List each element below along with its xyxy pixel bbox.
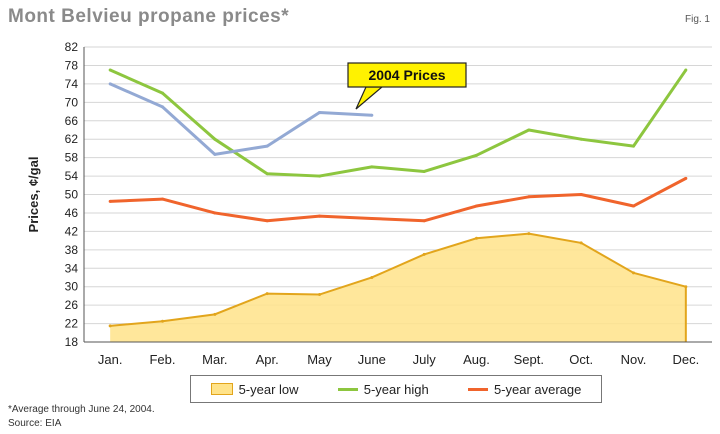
point-5-year-high	[213, 137, 217, 141]
y-tick-label: 74	[65, 77, 79, 91]
x-tick-label: Oct.	[569, 352, 593, 367]
point-5-year-average	[475, 204, 478, 208]
y-tick-label: 58	[65, 151, 79, 165]
point-2004-prices	[108, 82, 112, 86]
point-5-year-low	[318, 293, 321, 297]
point-2004-prices	[318, 110, 321, 114]
line-5-year-low	[110, 232, 687, 327]
point-5-year-average	[422, 219, 426, 223]
point-5-year-low	[475, 236, 478, 240]
point-2004-prices	[213, 152, 217, 156]
legend-swatch-average	[467, 387, 488, 391]
point-5-year-high	[527, 128, 531, 132]
point-5-year-high	[265, 172, 269, 176]
legend-item-low: 5-year low	[210, 381, 299, 397]
source-note: Source: EIA	[8, 418, 62, 429]
y-tick-label: 18	[65, 335, 79, 349]
footnote: *Average through June 24, 2004.	[8, 404, 155, 415]
point-5-year-high	[632, 144, 635, 148]
point-5-year-average	[632, 204, 635, 208]
point-5-year-high	[579, 137, 583, 141]
point-5-year-low	[265, 292, 269, 296]
point-5-year-high	[422, 169, 426, 173]
line-5-year-high	[109, 68, 688, 178]
figure-label: Fig. 1	[684, 14, 710, 25]
point-5-year-average	[265, 219, 269, 223]
point-5-year-average	[213, 211, 217, 215]
point-5-year-low	[370, 275, 374, 279]
point-5-year-average	[108, 199, 112, 203]
point-5-year-average	[527, 195, 531, 199]
legend-label-high: 5-year high	[363, 381, 429, 397]
point-5-year-low	[108, 324, 112, 328]
legend-label-low: 5-year low	[238, 381, 299, 397]
point-5-year-high	[475, 153, 478, 157]
point-5-year-low	[161, 319, 164, 323]
chart-legend: 5-year low 5-year high 5-year average	[190, 375, 602, 403]
y-tick-label: 26	[65, 298, 79, 312]
point-5-year-average	[318, 214, 321, 218]
x-tick-label: Dec.	[672, 352, 699, 367]
y-tick-label: 78	[65, 58, 79, 72]
x-tick-label: Mar.	[202, 352, 227, 367]
x-tick-label: Jan.	[98, 352, 123, 367]
point-2004-prices	[161, 105, 164, 109]
x-tick-label: Sept.	[514, 352, 544, 367]
point-5-year-average	[370, 216, 374, 220]
legend-swatch-low	[210, 383, 233, 395]
point-5-year-low	[527, 232, 531, 236]
x-tick-label: June	[358, 352, 386, 367]
x-tick-label: July	[413, 352, 437, 367]
y-tick-label: 82	[65, 40, 79, 54]
line-5-year-average	[110, 177, 687, 223]
point-5-year-high	[318, 174, 321, 178]
callout-label: 2004 Prices	[368, 67, 445, 83]
point-5-year-average	[684, 176, 688, 180]
point-2004-prices	[370, 113, 374, 117]
point-5-year-high	[161, 91, 164, 95]
y-tick-label: 70	[65, 95, 79, 109]
point-5-year-low	[632, 271, 635, 275]
y-tick-label: 34	[65, 261, 79, 275]
line-2004-prices	[109, 82, 372, 156]
y-tick-label: 62	[65, 132, 79, 146]
y-tick-label: 42	[65, 224, 79, 238]
legend-swatch-high	[337, 387, 358, 391]
x-tick-label: Apr.	[256, 352, 279, 367]
x-tick-label: Feb.	[149, 352, 175, 367]
y-tick-label: 50	[65, 188, 79, 202]
legend-label-average: 5-year average	[493, 381, 582, 397]
point-5-year-average	[579, 193, 583, 196]
point-2004-prices	[265, 144, 269, 148]
x-tick-label: May	[307, 352, 332, 367]
legend-item-average: 5-year average	[467, 381, 582, 397]
y-tick-label: 46	[65, 206, 79, 220]
y-tick-label: 30	[65, 280, 79, 294]
point-5-year-high	[684, 68, 688, 72]
x-tick-label: Aug.	[463, 352, 490, 367]
chart-title: Mont Belvieu propane prices*	[8, 6, 290, 27]
legend-item-high: 5-year high	[337, 381, 429, 397]
y-tick-label: 22	[65, 317, 79, 331]
x-tick-label: Nov.	[621, 352, 647, 367]
point-5-year-low	[213, 312, 217, 316]
point-5-year-average	[161, 197, 164, 201]
point-5-year-high	[370, 165, 374, 169]
y-tick-label: 38	[65, 243, 79, 257]
point-5-year-low	[684, 285, 688, 289]
point-5-year-low	[422, 252, 426, 256]
y-tick-label: 66	[65, 114, 79, 128]
y-tick-label: 54	[65, 169, 79, 183]
point-5-year-low	[579, 241, 583, 245]
area-5-year-low	[110, 233, 686, 342]
y-axis-label: Prices, ¢/gal	[26, 157, 41, 233]
callout-box	[347, 62, 467, 88]
point-5-year-high	[108, 68, 112, 72]
